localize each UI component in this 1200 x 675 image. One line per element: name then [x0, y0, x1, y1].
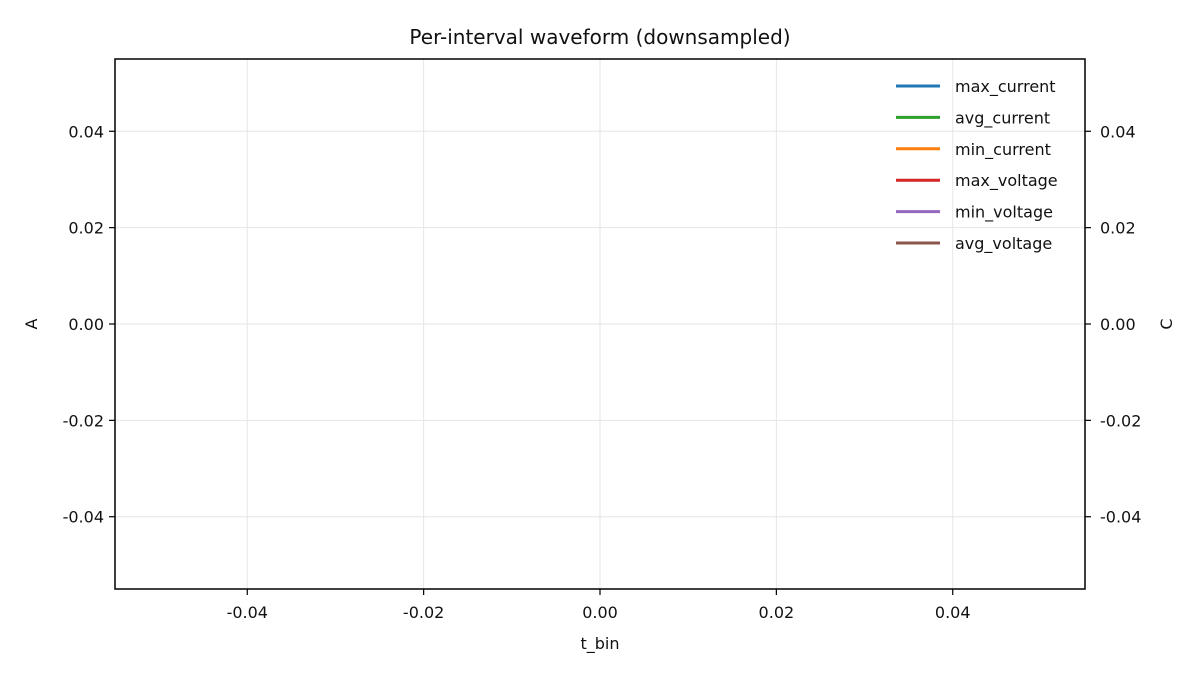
legend-label: max_current [955, 77, 1056, 97]
tick-layer: -0.04 -0.02 0.00 0.02 0.04 0.04 0.02 0.00 -0.02 -… [63, 122, 1142, 622]
legend-label: max_voltage [955, 171, 1058, 191]
x-tick-label: 0.02 [759, 603, 795, 622]
y-tick-label-left: 0.00 [68, 315, 104, 334]
legend-item: avg_voltage [896, 234, 1052, 254]
y-tick-label-left: 0.02 [68, 219, 104, 238]
y-tick-label-right: 0.00 [1100, 315, 1136, 334]
legend-item: min_current [896, 140, 1051, 160]
legend-item: avg_current [896, 108, 1050, 128]
legend-item: max_voltage [896, 171, 1058, 191]
x-tick-label: 0.00 [582, 603, 618, 622]
y-tick-label-left: 0.04 [68, 122, 104, 141]
legend-label: min_voltage [955, 203, 1053, 223]
legend-label: avg_current [955, 108, 1050, 128]
legend-item: min_voltage [896, 203, 1053, 223]
legend-label: avg_voltage [955, 234, 1052, 254]
y-tick-label-right: 0.02 [1100, 219, 1136, 238]
y-axis-label-right: C [1157, 318, 1176, 329]
x-tick-label: -0.02 [403, 603, 444, 622]
x-axis-label: t_bin [580, 634, 619, 654]
y-tick-label-right: 0.04 [1100, 122, 1136, 141]
y-tick-label-left: -0.02 [63, 411, 104, 430]
grid-layer [115, 59, 1085, 589]
x-tick-label: -0.04 [227, 603, 268, 622]
legend: max_current avg_current min_current max_vol… [896, 77, 1058, 254]
y-axis-label-left: A [22, 318, 41, 329]
y-tick-label-right: -0.04 [1100, 508, 1141, 527]
x-tick-label: 0.04 [935, 603, 971, 622]
chart-title: Per-interval waveform (downsampled) [409, 25, 790, 49]
legend-label: min_current [955, 140, 1051, 160]
legend-item: max_current [896, 77, 1056, 97]
y-tick-label-right: -0.02 [1100, 411, 1141, 430]
y-tick-label-left: -0.04 [63, 508, 104, 527]
